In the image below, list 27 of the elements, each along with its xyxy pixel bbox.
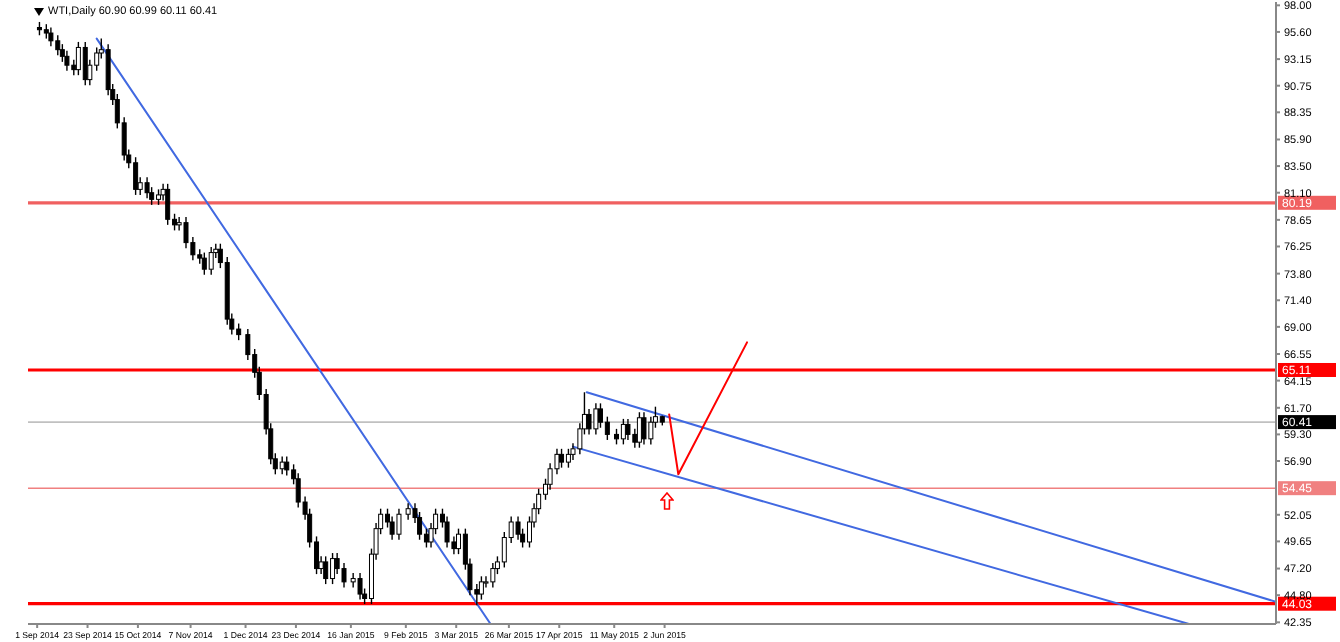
candlestick [389, 515, 395, 541]
candlestick [350, 572, 356, 589]
candlestick [597, 402, 603, 429]
candlestick [604, 415, 610, 441]
candlestick [165, 183, 171, 226]
candlestick [64, 50, 70, 72]
candlestick [208, 246, 214, 276]
candlestick [55, 34, 61, 56]
candlestick [284, 455, 290, 477]
candlestick [144, 176, 150, 199]
candlestick [648, 415, 654, 446]
candlestick [490, 562, 496, 589]
candlestick [641, 411, 647, 446]
candlestick [444, 515, 450, 549]
candlestick [201, 251, 207, 276]
candlestick [323, 555, 329, 585]
candlestick [565, 448, 571, 469]
candlestick [357, 572, 363, 601]
candlestick [625, 418, 631, 441]
candlestick [417, 511, 423, 541]
candlestick [48, 26, 54, 48]
candlestick [330, 552, 336, 585]
candlestick [593, 402, 599, 436]
candlestick [478, 575, 484, 601]
candlestick [559, 448, 565, 469]
candlestick [82, 41, 88, 86]
candlestick [515, 515, 521, 541]
